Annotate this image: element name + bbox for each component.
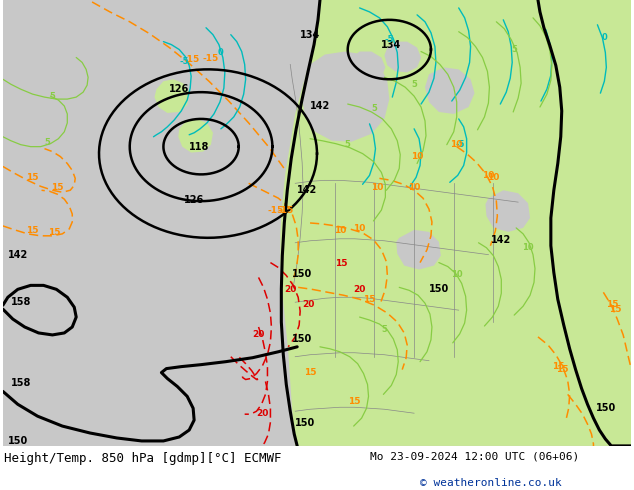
Polygon shape <box>280 0 631 446</box>
Polygon shape <box>389 0 456 28</box>
Text: 158: 158 <box>11 378 31 389</box>
Text: 15: 15 <box>552 362 564 370</box>
Text: 15: 15 <box>27 173 39 182</box>
Text: -5: -5 <box>456 140 465 148</box>
Text: 150: 150 <box>292 334 313 344</box>
Text: 118: 118 <box>189 142 209 151</box>
Text: © weatheronline.co.uk: © weatheronline.co.uk <box>420 478 562 488</box>
Text: 150: 150 <box>295 418 316 428</box>
Text: 10: 10 <box>333 226 346 235</box>
Polygon shape <box>349 51 385 82</box>
Text: 150: 150 <box>8 436 28 446</box>
Polygon shape <box>384 42 421 73</box>
Text: -15: -15 <box>183 55 199 64</box>
Text: 126: 126 <box>184 195 204 205</box>
Text: 10: 10 <box>451 140 463 148</box>
Text: 15: 15 <box>363 295 376 304</box>
Text: 20: 20 <box>256 409 269 418</box>
Text: 20: 20 <box>284 285 297 294</box>
Text: 142: 142 <box>310 101 330 111</box>
Text: 15: 15 <box>349 397 361 406</box>
Text: 150: 150 <box>595 403 616 413</box>
Text: 10: 10 <box>411 151 424 161</box>
Text: 158: 158 <box>11 297 31 307</box>
Text: 5: 5 <box>49 92 55 101</box>
Text: Mo 23-09-2024 12:00 UTC (06+06): Mo 23-09-2024 12:00 UTC (06+06) <box>370 452 579 462</box>
Text: 5: 5 <box>44 138 51 147</box>
Text: 10: 10 <box>482 172 495 180</box>
Text: 134: 134 <box>300 30 320 40</box>
Text: 15: 15 <box>335 259 348 268</box>
Text: 15: 15 <box>304 368 316 376</box>
Text: 150: 150 <box>429 284 450 294</box>
Polygon shape <box>425 68 475 114</box>
Text: 10: 10 <box>451 270 463 279</box>
Text: 10: 10 <box>408 183 420 192</box>
Text: 142: 142 <box>491 235 512 245</box>
Polygon shape <box>488 0 550 28</box>
Text: 0: 0 <box>602 33 607 42</box>
Text: 20: 20 <box>252 330 265 339</box>
Text: 15: 15 <box>51 183 63 192</box>
Text: 15: 15 <box>557 365 569 373</box>
Text: 5: 5 <box>411 80 417 89</box>
Polygon shape <box>155 79 189 113</box>
Text: 150: 150 <box>292 270 313 279</box>
Text: -5: -5 <box>385 35 394 44</box>
Text: -15: -15 <box>277 206 294 215</box>
Text: 5: 5 <box>372 104 377 113</box>
Text: 20: 20 <box>302 300 314 309</box>
Text: 5: 5 <box>345 140 351 148</box>
Text: 15: 15 <box>606 300 619 309</box>
Text: 134: 134 <box>381 40 401 49</box>
Text: 142: 142 <box>8 249 28 260</box>
Text: 10: 10 <box>372 183 384 192</box>
Text: 0: 0 <box>218 49 224 57</box>
Text: 126: 126 <box>169 84 190 94</box>
Text: Height/Temp. 850 hPa [gdmp][°C] ECMWF: Height/Temp. 850 hPa [gdmp][°C] ECMWF <box>4 452 281 465</box>
Polygon shape <box>302 51 389 142</box>
Text: 10: 10 <box>522 243 534 252</box>
Text: -15: -15 <box>203 54 219 63</box>
Text: 5: 5 <box>511 45 517 53</box>
Text: 10: 10 <box>487 173 500 182</box>
Polygon shape <box>178 119 213 152</box>
Text: 10: 10 <box>353 224 366 233</box>
Text: 5: 5 <box>382 325 387 334</box>
Polygon shape <box>486 190 530 232</box>
Text: 15: 15 <box>27 226 39 235</box>
Text: 20: 20 <box>353 285 366 294</box>
Text: -5: -5 <box>179 57 189 67</box>
Text: 142: 142 <box>297 185 318 195</box>
Text: 15: 15 <box>609 305 621 314</box>
Text: -15: -15 <box>268 206 283 215</box>
Polygon shape <box>396 230 441 270</box>
Text: 15: 15 <box>48 228 61 237</box>
